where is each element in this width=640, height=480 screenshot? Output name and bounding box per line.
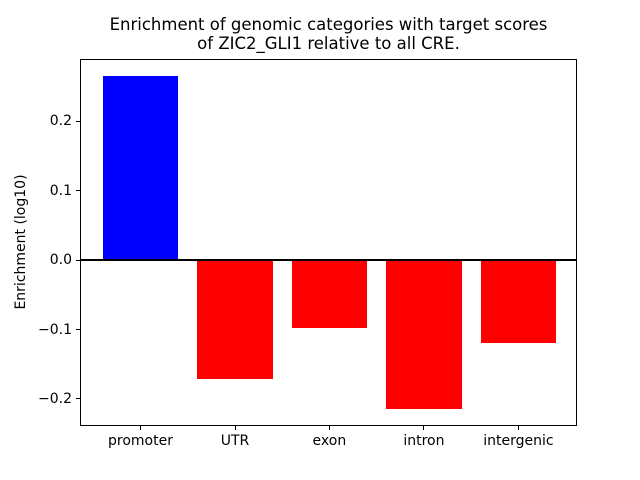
- x-tick: [140, 426, 141, 430]
- y-tick-label: −0.2: [38, 390, 72, 407]
- bar-UTR: [197, 260, 273, 380]
- bar-promoter: [102, 75, 179, 261]
- y-tick-label: 0.2: [49, 113, 72, 130]
- plot-area: [80, 59, 577, 426]
- x-tick-label-promoter: promoter: [108, 433, 173, 449]
- x-tick-label-UTR: UTR: [220, 433, 250, 449]
- y-tick: [76, 120, 80, 122]
- y-axis-label: Enrichment (log10): [13, 174, 29, 310]
- chart-title-line2: of ZIC2_GLI1 relative to all CRE.: [197, 33, 460, 53]
- x-tick: [423, 426, 425, 430]
- y-tick: [76, 190, 80, 192]
- y-tick-label: −0.1: [38, 321, 72, 338]
- y-tick-label: 0.0: [49, 252, 72, 269]
- x-tick: [517, 426, 519, 430]
- bar-intergenic: [480, 260, 557, 344]
- bar-exon: [291, 260, 368, 329]
- x-tick: [328, 426, 330, 430]
- y-tick: [76, 398, 80, 400]
- y-tick-label: 0.1: [49, 182, 72, 199]
- chart-title-line1: Enrichment of genomic categories with ta…: [109, 15, 548, 34]
- bar-intron: [386, 260, 462, 410]
- x-tick-label-exon: exon: [312, 433, 347, 449]
- y-tick: [76, 259, 80, 261]
- x-tick: [234, 426, 236, 430]
- zero-line: [80, 259, 577, 262]
- x-tick-label-intergenic: intergenic: [483, 433, 554, 449]
- chart-title: Enrichment of genomic categories with ta…: [80, 15, 577, 53]
- x-tick-label-intron: intron: [403, 433, 445, 449]
- y-tick: [76, 329, 80, 331]
